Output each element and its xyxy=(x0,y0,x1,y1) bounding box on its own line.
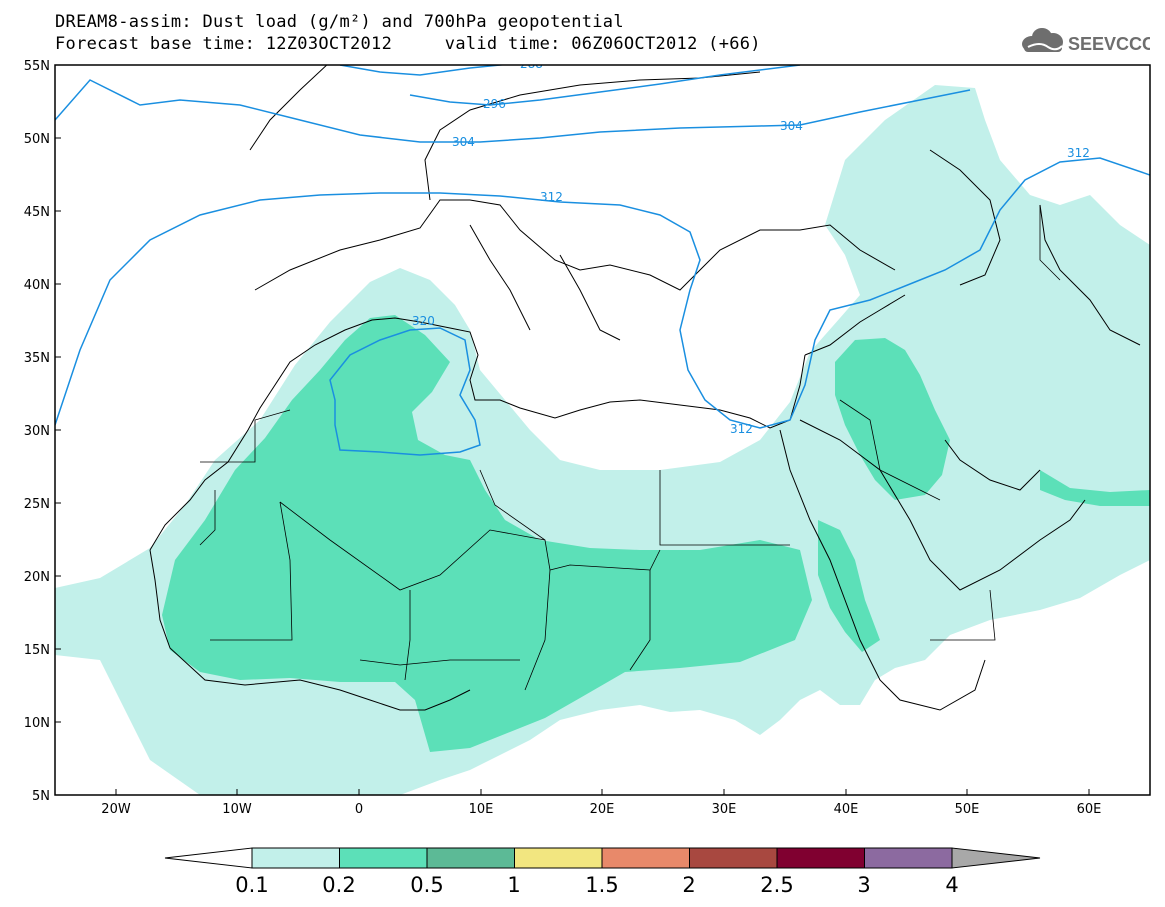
legend-label-0.1: 0.1 xyxy=(235,873,268,897)
colorbar-box-0.1 xyxy=(251,847,340,869)
contour-312 xyxy=(55,157,1150,429)
contour-label-312-egypt: 312 xyxy=(730,422,753,436)
colorbar-over-arrow xyxy=(951,847,1041,869)
contour-304 xyxy=(55,79,971,143)
lon-label-10w: 10W xyxy=(222,802,252,817)
lat-label-10n: 10N xyxy=(24,716,50,731)
colorbar-under-arrow xyxy=(164,847,253,869)
contour-label-320: 320 xyxy=(412,314,435,328)
contour-label-304-west: 304 xyxy=(452,135,475,149)
colorbar-box-2.5 xyxy=(776,847,865,869)
colorbar-labels: 0.1 0.2 0.5 1 1.5 2 2.5 3 4 xyxy=(235,873,958,897)
dust-area-0.2-gulf xyxy=(1040,470,1150,506)
forecast-times: Forecast base time: 12Z03OCT2012 valid t… xyxy=(55,34,761,54)
lat-label-50n: 50N xyxy=(24,132,50,147)
seevccc-logo: SEEVCCC xyxy=(1022,28,1150,54)
colorbar-box-0.5 xyxy=(426,847,515,869)
legend-label-4: 4 xyxy=(945,873,958,897)
colorbar-box-1 xyxy=(514,847,603,869)
contour-labels: 288 296 304 304 312 312 312 320 xyxy=(412,57,1090,436)
country-borders xyxy=(199,205,1061,691)
contour-label-296: 296 xyxy=(483,97,506,111)
legend-label-1.5: 1.5 xyxy=(585,873,618,897)
lon-label-30e: 30E xyxy=(712,802,737,817)
lat-label-30n: 30N xyxy=(24,424,50,439)
lat-label-45n: 45N xyxy=(24,205,50,220)
lon-label-40e: 40E xyxy=(834,802,859,817)
geopotential-contours xyxy=(55,65,1150,456)
legend-label-1: 1 xyxy=(507,873,520,897)
lat-label-20n: 20N xyxy=(24,570,50,585)
lat-label-55n: 55N xyxy=(24,59,50,74)
lon-label-50e: 50E xyxy=(955,802,980,817)
legend-label-2.5: 2.5 xyxy=(760,873,793,897)
lon-label-60e: 60E xyxy=(1077,802,1102,817)
lon-label-20w: 20W xyxy=(101,802,131,817)
lat-label-40n: 40N xyxy=(24,278,50,293)
contour-label-312-europe: 312 xyxy=(540,190,563,204)
contour-label-304-east: 304 xyxy=(780,119,803,133)
colorbar-box-1.5 xyxy=(601,847,690,869)
lat-label-25n: 25N xyxy=(24,497,50,512)
lat-label-15n: 15N xyxy=(24,643,50,658)
legend-label-2: 2 xyxy=(682,873,695,897)
contour-288 xyxy=(339,65,508,76)
lon-label-20e: 20E xyxy=(590,802,615,817)
lon-label-0: 0 xyxy=(355,802,363,817)
dust-area-0.2-iraq xyxy=(835,338,950,500)
legend-label-0.2: 0.2 xyxy=(322,873,355,897)
colorbar-boxes xyxy=(251,847,953,869)
contour-label-288: 288 xyxy=(520,57,543,71)
legend-label-0.5: 0.5 xyxy=(410,873,443,897)
cloud-icon xyxy=(1022,28,1063,52)
lat-label-35n: 35N xyxy=(24,351,50,366)
contour-label-312-caspian: 312 xyxy=(1067,146,1090,160)
contour-296 xyxy=(409,65,801,106)
lon-label-10e: 10E xyxy=(469,802,494,817)
dust-area-0.2 xyxy=(162,315,812,752)
lat-label-5n: 5N xyxy=(32,789,50,804)
colorbar-box-2 xyxy=(689,847,778,869)
axis-ticks xyxy=(55,64,1090,795)
latitude-labels: 55N 50N 45N 40N 35N 30N 25N 20N 15N 10N … xyxy=(24,59,50,804)
logo-text: SEEVCCC xyxy=(1068,34,1150,54)
coastlines xyxy=(149,65,1141,711)
contour-320 xyxy=(329,327,481,456)
colorbar-box-3 xyxy=(864,847,953,869)
legend-label-3: 3 xyxy=(857,873,870,897)
map-title: DREAM8-assim: Dust load (g/m²) and 700hP… xyxy=(55,12,624,32)
colorbar-box-0.2 xyxy=(339,847,428,869)
longitude-labels: 20W 10W 0 10E 20E 30E 40E 50E 60E xyxy=(101,802,1101,817)
dust-area-0.2-sudan xyxy=(818,520,880,652)
